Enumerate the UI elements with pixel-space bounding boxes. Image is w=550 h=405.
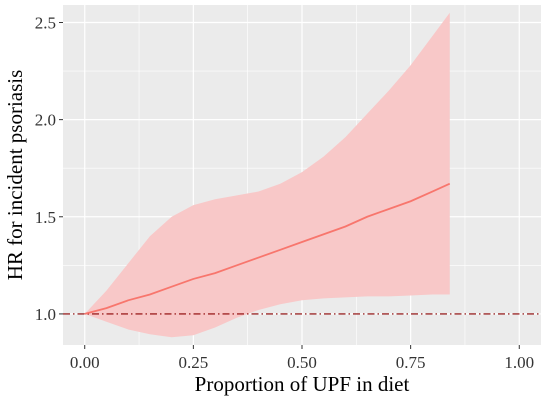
y-tick-label: 2.0 — [35, 111, 56, 130]
x-tick-label: 0.50 — [287, 353, 317, 372]
x-tick-label: 0.25 — [178, 353, 208, 372]
x-tick-label: 0.00 — [70, 353, 100, 372]
y-tick-label: 2.5 — [35, 13, 56, 32]
y-tick-label: 1.0 — [35, 305, 56, 324]
y-axis-title: HR for incident psoriasis — [3, 70, 27, 281]
confidence-band — [84, 12, 450, 338]
x-axis-title: Proportion of UPF in diet — [195, 372, 410, 396]
x-axis: 0.00 0.25 0.50 0.75 1.00 — [70, 345, 534, 372]
x-tick-label: 1.00 — [504, 353, 534, 372]
y-tick-label: 1.5 — [35, 208, 56, 227]
x-tick-label: 0.75 — [396, 353, 426, 372]
hazard-ratio-line — [84, 182, 451, 315]
y-axis: 1.0 1.5 2.0 2.5 — [35, 13, 63, 324]
